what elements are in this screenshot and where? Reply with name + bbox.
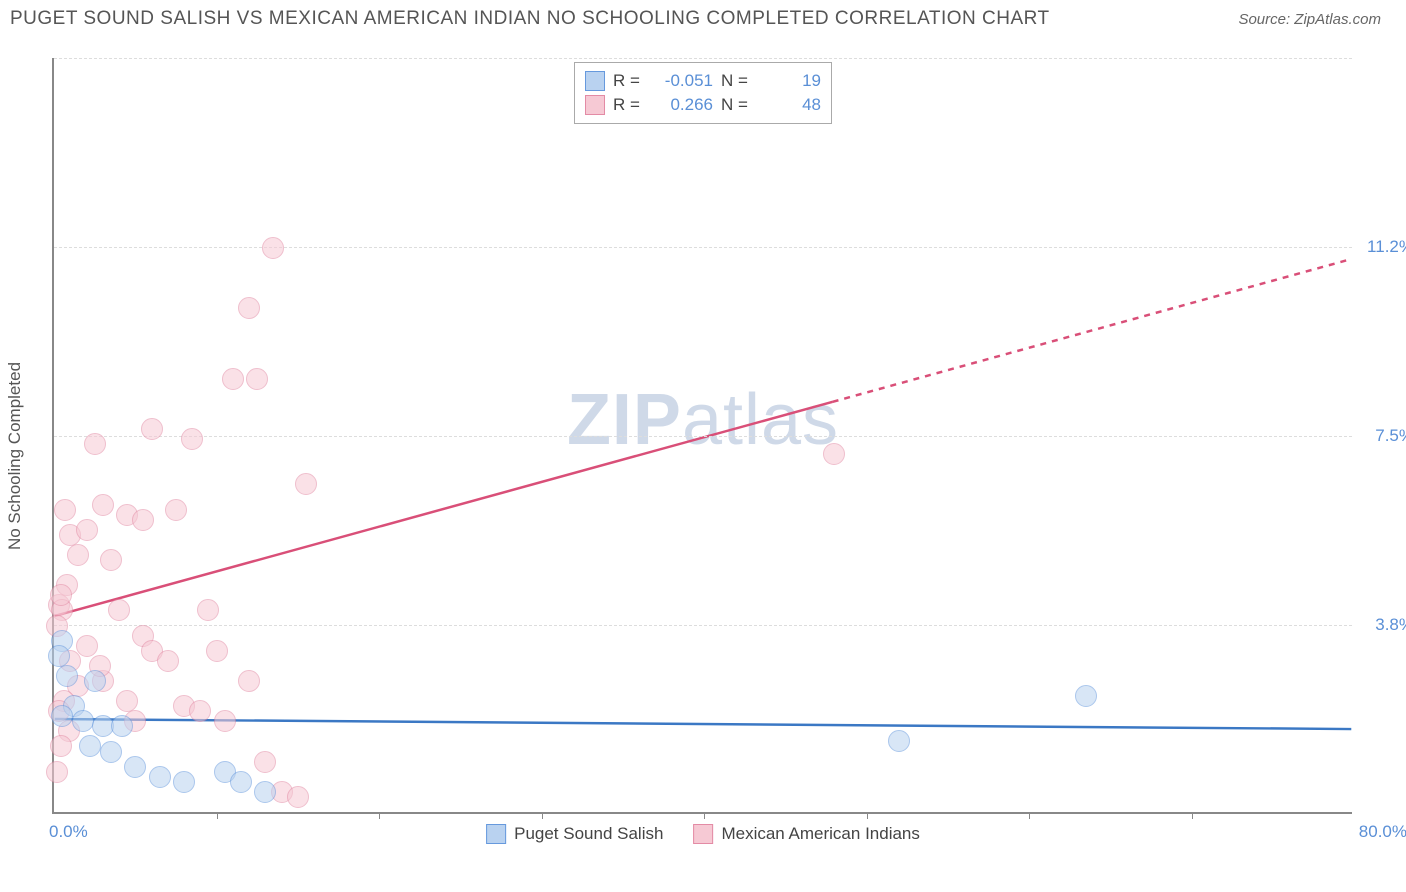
- watermark-atlas: atlas: [682, 380, 839, 460]
- scatter-point-b: [246, 368, 268, 390]
- scatter-point-b: [54, 499, 76, 521]
- legend-stats-row: R = -0.051 N = 19: [585, 69, 821, 93]
- legend-stats-row: R = 0.266 N = 48: [585, 93, 821, 117]
- scatter-point-b: [238, 670, 260, 692]
- gridline: [54, 247, 1352, 248]
- watermark-zip: ZIP: [567, 380, 682, 460]
- chart-source: Source: ZipAtlas.com: [1238, 11, 1381, 28]
- scatter-point-b: [76, 519, 98, 541]
- scatter-point-b: [92, 494, 114, 516]
- legend-swatch-b: [693, 824, 713, 844]
- scatter-point-a: [48, 645, 70, 667]
- legend-swatch-b: [585, 95, 605, 115]
- scatter-point-b: [295, 473, 317, 495]
- n-value: 48: [761, 95, 821, 115]
- y-tick-label: 7.5%: [1375, 426, 1406, 446]
- scatter-point-a: [888, 730, 910, 752]
- scatter-point-a: [1075, 685, 1097, 707]
- scatter-point-b: [141, 418, 163, 440]
- n-label: N =: [721, 71, 753, 91]
- scatter-point-a: [51, 705, 73, 727]
- legend-series: Puget Sound Salish Mexican American Indi…: [486, 824, 920, 844]
- scatter-point-b: [238, 297, 260, 319]
- scatter-point-b: [157, 650, 179, 672]
- scatter-point-a: [230, 771, 252, 793]
- legend-item: Mexican American Indians: [693, 824, 919, 844]
- legend-swatch-a: [486, 824, 506, 844]
- scatter-point-b: [189, 700, 211, 722]
- scatter-point-b: [214, 710, 236, 732]
- scatter-point-b: [165, 499, 187, 521]
- scatter-point-b: [84, 433, 106, 455]
- scatter-point-b: [181, 428, 203, 450]
- legend-label: Mexican American Indians: [721, 824, 919, 844]
- scatter-point-b: [108, 599, 130, 621]
- gridline: [54, 436, 1352, 437]
- scatter-point-b: [222, 368, 244, 390]
- gridline: [54, 58, 1352, 59]
- r-label: R =: [613, 95, 645, 115]
- legend-label: Puget Sound Salish: [514, 824, 663, 844]
- scatter-point-a: [79, 735, 101, 757]
- r-value: -0.051: [653, 71, 713, 91]
- scatter-point-a: [111, 715, 133, 737]
- trendlines-svg: [54, 58, 1352, 812]
- n-label: N =: [721, 95, 753, 115]
- scatter-point-b: [46, 761, 68, 783]
- chart-header: PUGET SOUND SALISH VS MEXICAN AMERICAN I…: [0, 0, 1406, 38]
- scatter-point-a: [173, 771, 195, 793]
- scatter-point-b: [262, 237, 284, 259]
- r-label: R =: [613, 71, 645, 91]
- x-tick-label-max: 80.0%: [1359, 822, 1406, 842]
- scatter-point-a: [149, 766, 171, 788]
- x-tick: [1029, 812, 1030, 819]
- scatter-point-a: [100, 741, 122, 763]
- y-tick-label: 11.2%: [1367, 237, 1406, 257]
- watermark: ZIPatlas: [567, 379, 839, 461]
- scatter-point-a: [72, 710, 94, 732]
- scatter-point-b: [132, 509, 154, 531]
- scatter-point-b: [287, 786, 309, 808]
- y-tick-label: 3.8%: [1375, 615, 1406, 635]
- scatter-point-b: [197, 599, 219, 621]
- x-tick: [867, 812, 868, 819]
- scatter-point-b: [823, 443, 845, 465]
- legend-swatch-a: [585, 71, 605, 91]
- scatter-point-b: [116, 690, 138, 712]
- scatter-point-a: [56, 665, 78, 687]
- scatter-chart: ZIPatlas R = -0.051 N = 19 R = 0.266 N =…: [52, 58, 1352, 814]
- scatter-point-a: [124, 756, 146, 778]
- scatter-point-b: [67, 544, 89, 566]
- trendline: [833, 259, 1352, 402]
- x-tick: [704, 812, 705, 819]
- scatter-point-b: [100, 549, 122, 571]
- trendline: [55, 719, 1352, 729]
- r-value: 0.266: [653, 95, 713, 115]
- scatter-point-a: [254, 781, 276, 803]
- legend-stats: R = -0.051 N = 19 R = 0.266 N = 48: [574, 62, 832, 124]
- chart-title: PUGET SOUND SALISH VS MEXICAN AMERICAN I…: [10, 8, 1050, 30]
- scatter-point-b: [254, 751, 276, 773]
- n-value: 19: [761, 71, 821, 91]
- scatter-point-b: [206, 640, 228, 662]
- x-tick: [542, 812, 543, 819]
- gridline: [54, 625, 1352, 626]
- scatter-point-b: [50, 735, 72, 757]
- y-axis-label: No Schooling Completed: [5, 362, 25, 550]
- x-tick: [379, 812, 380, 819]
- scatter-point-b: [50, 584, 72, 606]
- scatter-point-a: [84, 670, 106, 692]
- legend-item: Puget Sound Salish: [486, 824, 663, 844]
- x-tick-label-min: 0.0%: [49, 822, 88, 842]
- x-tick: [1192, 812, 1193, 819]
- x-tick: [217, 812, 218, 819]
